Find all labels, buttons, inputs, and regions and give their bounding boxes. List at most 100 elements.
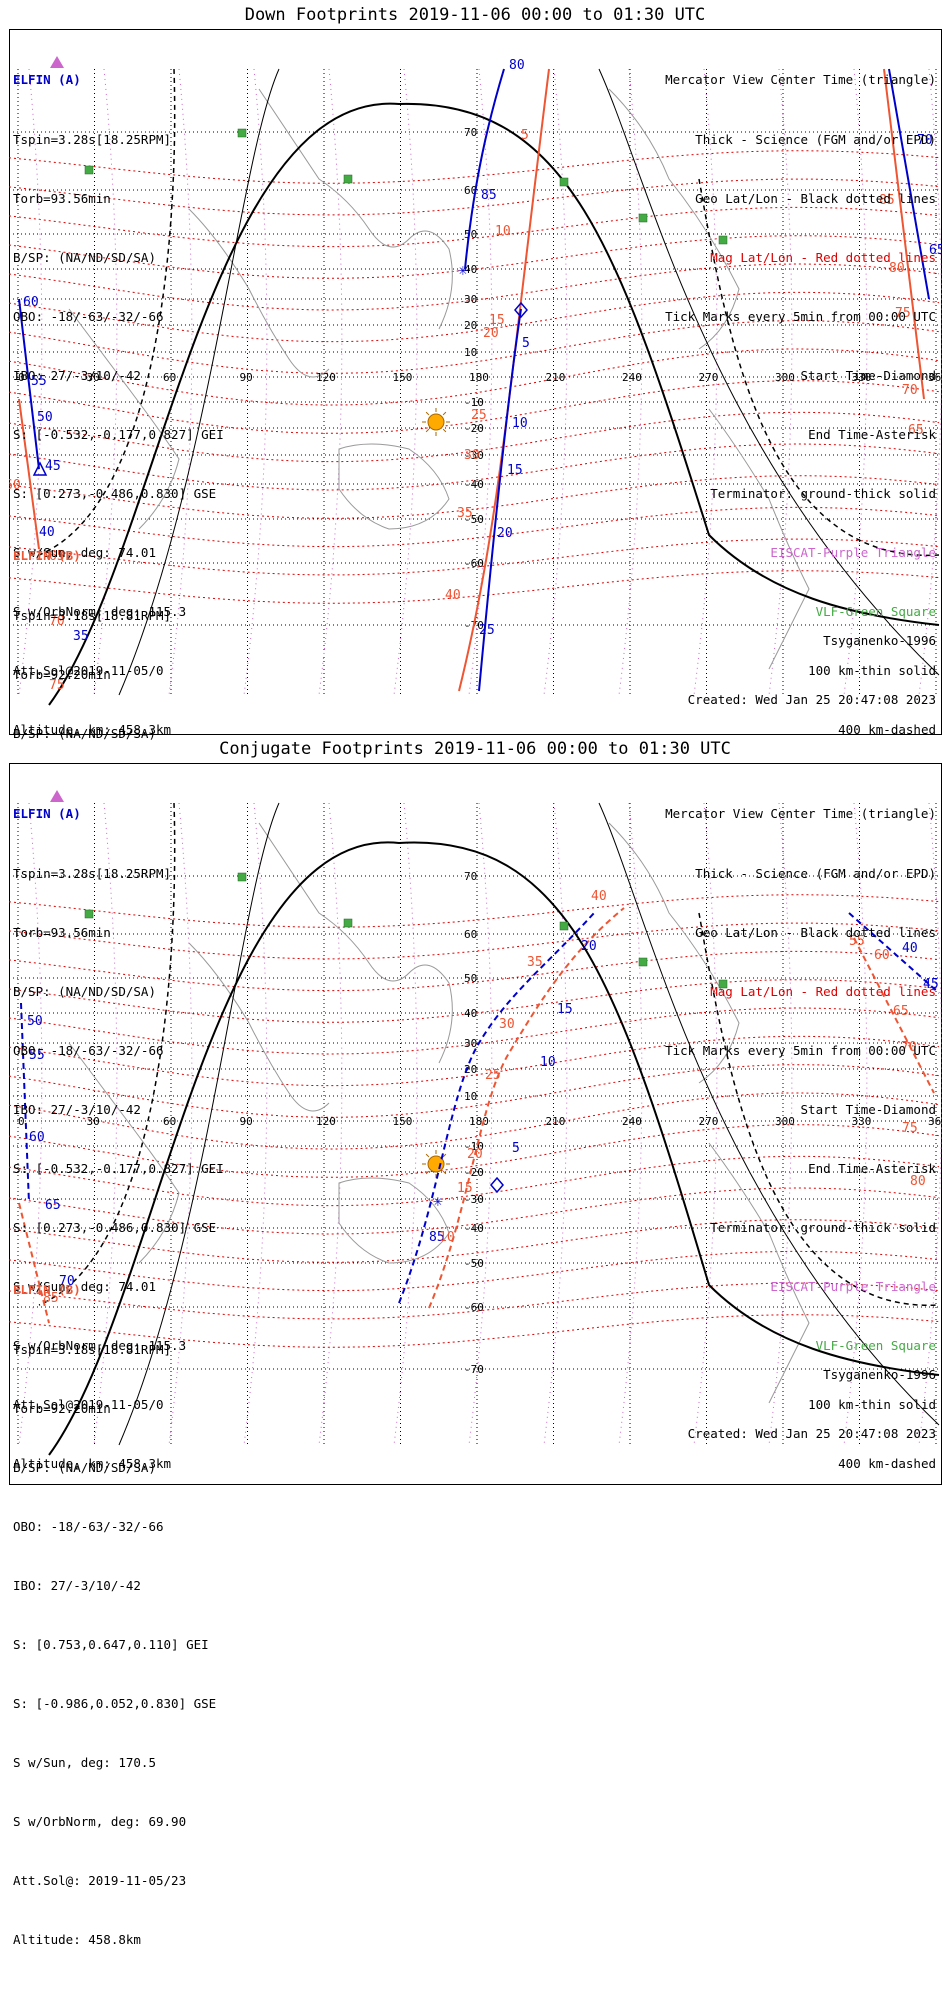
track-tick-label: 70 [49, 614, 65, 629]
track-tick-label: 75 [895, 306, 911, 321]
terminator-400km [38, 68, 176, 556]
terminator-ground [48, 841, 940, 1456]
info-line: Att.Sol@: 2019-11-05/23 [13, 1873, 187, 1889]
track-tick-label: 5 [522, 336, 530, 351]
mag-longitude-line [843, 802, 868, 1446]
info-line: Torb=93.56min [13, 190, 111, 206]
legend-line: Terminator: ground-thick solid [710, 1220, 936, 1236]
latitude-tick-label: -60 [464, 1301, 484, 1314]
track-tick-label: 20 [467, 1147, 483, 1162]
mag-longitude-line [468, 802, 493, 1446]
legend-line: 100 km-thin solid [808, 663, 936, 679]
latitude-tick-label: 30 [464, 293, 477, 306]
vlf-station [638, 957, 648, 967]
longitude-tick-label: 90 [240, 371, 253, 384]
model-label: Tsyganenko-1996 [823, 1366, 936, 1382]
elfin-a-track [464, 68, 505, 270]
mag-latitude-line [9, 950, 940, 992]
track-tick-label: 60 [874, 948, 890, 963]
vlf-station [84, 909, 94, 919]
track-tick-label: 80 [889, 261, 905, 276]
mag-latitude-line [9, 894, 940, 928]
longitude-tick-label: 30 [87, 1115, 100, 1128]
latitude-tick-label: 40 [464, 1007, 477, 1020]
map-footer: Tsyganenko-1996 Created: Wed Jan 25 20:4… [688, 591, 936, 749]
track-tick-label: 55 [849, 934, 865, 949]
track-tick-label: 65 [893, 1004, 909, 1019]
mag-latitude-line [9, 506, 940, 548]
coastline [258, 822, 453, 1064]
mag-latitude-line [9, 1219, 940, 1263]
latitude-tick-label: -40 [464, 478, 484, 491]
mag-latitude-line [9, 1282, 940, 1320]
legend-line: Mercator View Center Time (triangle) [665, 806, 936, 822]
terminator-100km [118, 68, 280, 696]
mag-longitude-line [918, 802, 942, 1446]
legend-line: End Time-Asterisk [808, 426, 936, 442]
info-line: Torb=92.20min [13, 1400, 111, 1416]
legend-line: Thick - Science (FGM and/or EPD) [695, 131, 936, 147]
coastline [68, 1042, 180, 1264]
terminator-100km [598, 68, 940, 676]
elfin-b-track-right [853, 937, 935, 1094]
latitude-tick-label: -50 [464, 513, 484, 526]
legend-line: 400 km-dashed [838, 722, 936, 738]
mag-latitude-line [9, 1187, 940, 1235]
elfin-a-track-right [848, 912, 940, 994]
legend-line: Thick - Science (FGM and/or EPD) [695, 865, 936, 881]
legend-line: VLF-Green Square [815, 604, 936, 620]
terminator-400km [698, 178, 940, 556]
longitude-tick-label: 180 [469, 371, 489, 384]
longitude-tick-label: 30 [87, 371, 100, 384]
track-tick-label: 15 [489, 313, 505, 328]
longitude-tick-label: 270 [699, 371, 719, 384]
coastline [608, 822, 740, 1084]
longitude-tick-label: 210 [546, 371, 566, 384]
mag-latitude-line [9, 206, 940, 248]
info-line: Att.Sol@2019-11-05/0 [13, 663, 164, 679]
track-tick-label: 55 [29, 1048, 45, 1063]
coastline [338, 443, 450, 530]
track-tick-label: 70 [901, 1040, 917, 1055]
mag-latitude-line [9, 922, 940, 960]
terminator-400km [698, 912, 940, 1306]
track-tick-label: 10 [540, 1055, 556, 1070]
map-canvas: 0 30 60 90 120 150 180 210 240 270 300 330 360 70 60 50… [9, 29, 942, 735]
track-tick-label: 70 [902, 383, 918, 398]
longitude-tick-label: 90 [240, 1115, 253, 1128]
created-timestamp: Created: Wed Jan 25 20:47:08 2023 [687, 691, 936, 707]
mag-longitude-line [318, 802, 343, 1446]
track-tick-label: 75 [49, 678, 65, 693]
mag-latitude-line [9, 235, 940, 279]
longitude-tick-label: 120 [316, 1115, 336, 1128]
coastline [188, 942, 330, 1112]
eiscat-station [50, 56, 64, 68]
vlf-station [559, 177, 569, 187]
created-timestamp: Created: Wed Jan 25 20:47:08 2023 [687, 1425, 936, 1441]
latitude-tick-label: -60 [464, 557, 484, 570]
info-line: S: [0.753,0.647,0.110] GEI [13, 1636, 209, 1652]
info-line: S w/Sun, deg: 170.5 [13, 1755, 156, 1771]
latitude-tick-label: -20 [464, 422, 484, 435]
info-line: IBO: 27/-3/10/-42 [13, 1577, 141, 1593]
legend-line: End Time-Asterisk [808, 1160, 936, 1176]
info-line: S w/OrbNorm, deg: 115.3 [13, 604, 187, 620]
longitude-tick-label: 0 [18, 371, 25, 384]
vlf-station [638, 213, 648, 223]
sun-ray [442, 411, 447, 416]
latitude-tick-label: 50 [464, 228, 477, 241]
info-line: Altitude: 458.8km [13, 1932, 141, 1948]
track-tick-label: 50 [37, 410, 53, 425]
legend-line: 400 km-dashed [838, 1456, 936, 1472]
track-tick-label: 5 [512, 1141, 520, 1156]
info-line: Torb=92.20min [13, 666, 111, 682]
track-tick-label: 40 [902, 941, 918, 956]
mag-latitude-line [9, 1007, 940, 1055]
elfin-b-track-right [883, 68, 925, 400]
info-line: Tspin=3.18s[18.81RPM] [13, 607, 172, 623]
legend-line: Mag Lat/Lon - Red dotted lines [710, 983, 936, 999]
track-tick-label: 65 [929, 243, 942, 258]
info-line: S w/OrbNorm, deg: 69.90 [13, 1814, 187, 1830]
track-tick-label: 80 [509, 58, 525, 73]
map-canvas: 0 30 60 90 120 150 180 210 240 270 300 330 360 70 60 50… [9, 763, 942, 1485]
